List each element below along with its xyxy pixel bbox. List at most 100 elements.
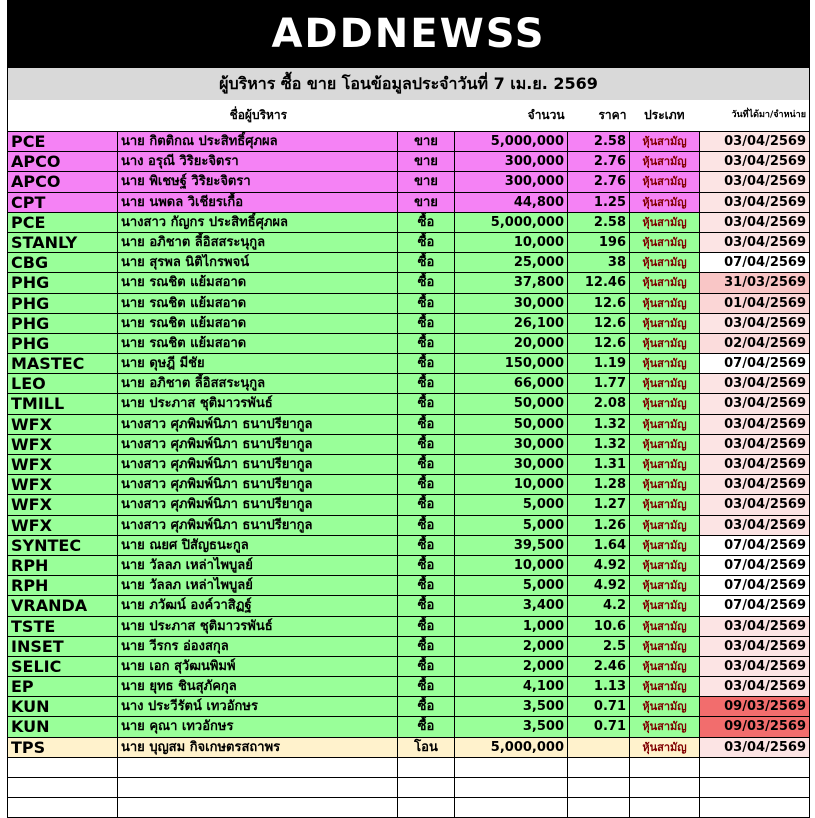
cell: 30,000 [455, 455, 568, 476]
header-cell: ราคา [567, 100, 630, 131]
cell: หุ้นสามัญ [630, 293, 700, 314]
data-row: PHG นาย รณชิต แย้มสอาด ซื้อ 37,800 12.46 หุ้น… [7, 273, 810, 294]
cell: นางสาว ศุภพิมพ์นิภา ธนาปรียากูล [118, 515, 398, 536]
cell: PHG [7, 313, 118, 334]
cell: TSTE [7, 616, 118, 637]
table: ชื่อผู้บริหาร จำนวน ราคา ประเภท วันที่ได้มา/… [7, 100, 810, 818]
cell [568, 798, 630, 818]
cell: WFX [7, 414, 118, 435]
cell: WFX [7, 455, 118, 476]
cell: ซื้อ [398, 677, 455, 698]
cell: WFX [7, 475, 118, 496]
cell: 12.6 [568, 293, 630, 314]
cell: นาย รณชิต แย้มสอาด [118, 333, 398, 355]
cell: ซื้อ [398, 515, 455, 536]
cell: 50,000 [455, 414, 568, 435]
cell: 5,000,000 [455, 212, 568, 233]
cell: PHG [7, 293, 118, 314]
cell [7, 757, 118, 778]
cell: นาย ดุษฎี มีชัย [118, 354, 398, 375]
data-row: CPT นาย นพดล วิเชียรเกื้อ ขาย 44,800 1.25 หุ้… [7, 192, 810, 213]
cell [630, 778, 700, 799]
cell: CBG [7, 253, 118, 274]
cell: 2,000 [455, 636, 568, 657]
cell: ซื้อ [398, 212, 455, 233]
cell: ซื้อ [398, 697, 455, 718]
cell [118, 757, 398, 778]
cell: หุ้นสามัญ [630, 232, 700, 254]
cell: ซื้อ [398, 616, 455, 637]
cell: หุ้นสามัญ [630, 273, 700, 294]
cell: 10,000 [455, 232, 568, 254]
cell: PCE [7, 132, 118, 153]
cell: 4.92 [568, 555, 630, 577]
cell: 4,100 [455, 677, 568, 698]
empty-row [7, 757, 810, 778]
cell: 31/03/2569 [700, 273, 810, 294]
cell: 01/04/2569 [700, 293, 810, 314]
cell: ขาย [398, 172, 455, 193]
cell: 2.58 [568, 212, 630, 233]
cell: 2.58 [568, 132, 630, 153]
cell: ซื้อ [398, 475, 455, 496]
cell: WFX [7, 495, 118, 516]
cell: 03/04/2569 [700, 414, 810, 435]
cell [455, 798, 568, 818]
data-row: WFX นางสาว ศุภพิมพ์นิภา ธนาปรียากูล ซื้อ 30… [7, 434, 810, 455]
cell: ซื้อ [398, 636, 455, 657]
data-row: PCE นาย กิตติกณ ประสิทธิ์ศุภผล ขาย 5,000,00… [7, 132, 810, 153]
cell: 1.26 [568, 515, 630, 536]
cell: 12.6 [568, 313, 630, 334]
cell: 2,000 [455, 656, 568, 678]
cell: หุ้นสามัญ [630, 172, 700, 193]
cell: ซื้อ [398, 354, 455, 375]
cell: 38 [568, 253, 630, 274]
cell: นาย สุรพล นิติไกรพจน์ [118, 253, 398, 274]
cell: นาย บุญสม กิจเกษตรสถาพร [118, 737, 398, 758]
data-row: RPH นาย วัลลภ เหล่าไพบูลย์ ซื้อ 10,000 4.92 ห… [7, 555, 810, 577]
cell: ซื้อ [398, 293, 455, 314]
cell: 0.71 [568, 697, 630, 718]
cell: 03/04/2569 [700, 212, 810, 233]
cell: 07/04/2569 [700, 535, 810, 556]
data-row: KUN นาย คุณา เทวอักษร ซื้อ 3,500 0.71 หุ้นสาม… [7, 717, 810, 738]
cell: 4.2 [568, 596, 630, 617]
cell: 03/04/2569 [700, 495, 810, 516]
cell: นาย รณชิต แย้มสอาด [118, 293, 398, 314]
cell: LEO [7, 374, 118, 395]
data-row: WFX นางสาว ศุภพิมพ์นิภา ธนาปรียากูล ซื้อ 5,… [7, 515, 810, 536]
cell: หุ้นสามัญ [630, 555, 700, 577]
cell: นาย ประภาส ชุติมาวรพันธ์ [118, 616, 398, 637]
cell: 03/04/2569 [700, 656, 810, 678]
cell: 5,000 [455, 495, 568, 516]
cell: ซื้อ [398, 455, 455, 476]
cell: 09/03/2569 [700, 697, 810, 718]
cell: นาย เอก สุวัฒนพิมพ์ [118, 656, 398, 678]
cell: นาย รณชิต แย้มสอาด [118, 313, 398, 334]
cell: ซื้อ [398, 535, 455, 556]
cell: หุ้นสามัญ [630, 677, 700, 698]
cell: หุ้นสามัญ [630, 697, 700, 718]
cell: นาย อภิชาต ลี้อิสสระนุกูล [118, 232, 398, 254]
empty-row [7, 778, 810, 799]
cell: หุ้นสามัญ [630, 313, 700, 334]
cell: 44,800 [455, 192, 568, 213]
header-row: ชื่อผู้บริหาร จำนวน ราคา ประเภท วันที่ได้มา/… [7, 100, 810, 132]
cell: ซื้อ [398, 374, 455, 395]
cell: 1.77 [568, 374, 630, 395]
cell: 20,000 [455, 333, 568, 355]
cell [700, 757, 810, 778]
page: ADDNEWSS ผู้บริหาร ซื้อ ขาย โอนข้อมูลประ… [7, 0, 810, 818]
cell: ขาย [398, 152, 455, 173]
cell: INSET [7, 636, 118, 657]
cell [568, 757, 630, 778]
cell: 03/04/2569 [700, 172, 810, 193]
data-row: APCO นาง อรุณี วิริยะจิตรา ขาย 300,000 2.76 ห… [7, 152, 810, 173]
cell: ซื้อ [398, 394, 455, 415]
cell: นางสาว ศุภพิมพ์นิภา ธนาปรียากูล [118, 475, 398, 496]
logo: ADDNEWSS [7, 0, 810, 68]
cell: 03/04/2569 [700, 737, 810, 758]
cell: นาย อภิชาต ลี้อิสสระนุกูล [118, 374, 398, 395]
cell [630, 757, 700, 778]
empty-row [7, 798, 810, 818]
